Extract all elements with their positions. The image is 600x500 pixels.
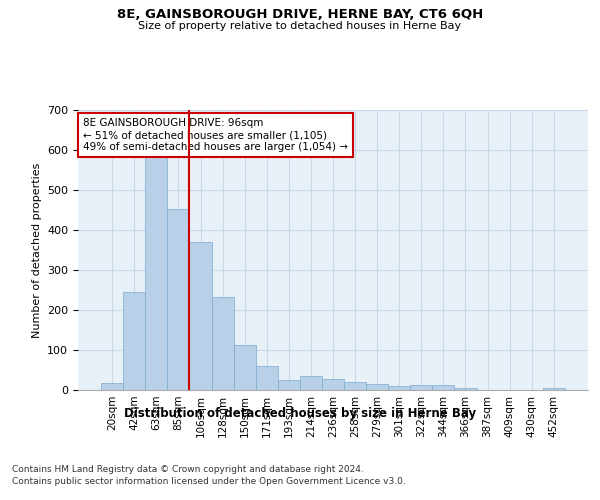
Bar bbox=[543, 388, 565, 390]
Text: Distribution of detached houses by size in Herne Bay: Distribution of detached houses by size … bbox=[124, 408, 476, 420]
Bar bbox=[167, 209, 190, 390]
Bar bbox=[388, 386, 410, 390]
Bar bbox=[322, 379, 344, 390]
Y-axis label: Number of detached properties: Number of detached properties bbox=[32, 162, 41, 338]
Text: Contains public sector information licensed under the Open Government Licence v3: Contains public sector information licen… bbox=[12, 478, 406, 486]
Bar bbox=[454, 388, 476, 390]
Bar bbox=[101, 383, 123, 390]
Bar bbox=[344, 382, 366, 390]
Bar bbox=[145, 136, 167, 390]
Bar bbox=[212, 297, 233, 390]
Text: Contains HM Land Registry data © Crown copyright and database right 2024.: Contains HM Land Registry data © Crown c… bbox=[12, 465, 364, 474]
Bar bbox=[366, 384, 388, 390]
Text: 8E GAINSBOROUGH DRIVE: 96sqm
← 51% of detached houses are smaller (1,105)
49% of: 8E GAINSBOROUGH DRIVE: 96sqm ← 51% of de… bbox=[83, 118, 348, 152]
Bar bbox=[233, 345, 256, 390]
Bar bbox=[433, 385, 454, 390]
Bar bbox=[300, 376, 322, 390]
Bar bbox=[190, 242, 212, 390]
Bar bbox=[123, 292, 145, 390]
Bar bbox=[278, 380, 300, 390]
Bar bbox=[256, 366, 278, 390]
Text: 8E, GAINSBOROUGH DRIVE, HERNE BAY, CT6 6QH: 8E, GAINSBOROUGH DRIVE, HERNE BAY, CT6 6… bbox=[117, 8, 483, 20]
Bar bbox=[410, 385, 433, 390]
Text: Size of property relative to detached houses in Herne Bay: Size of property relative to detached ho… bbox=[139, 21, 461, 31]
